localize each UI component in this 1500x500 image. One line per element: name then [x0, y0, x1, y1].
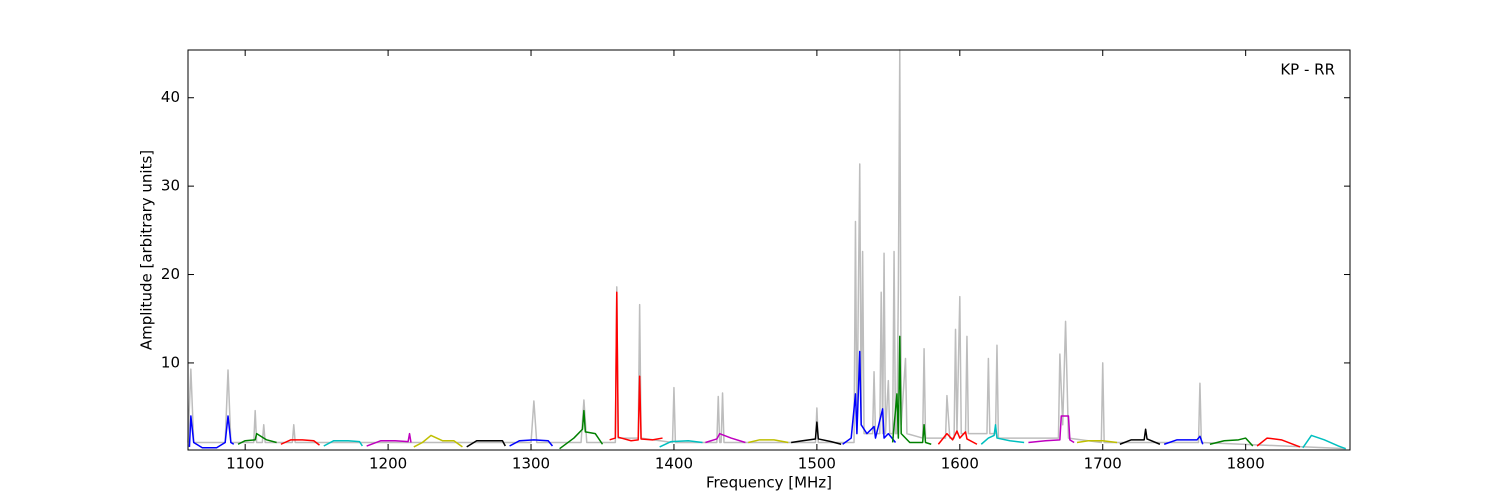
spectrum-line [748, 439, 789, 444]
spectrum-line [1302, 434, 1346, 450]
spectrum-line [466, 439, 506, 448]
spectrum-line [891, 335, 932, 445]
y-tick-label: 30 [161, 177, 180, 195]
spectrum-line [1119, 428, 1161, 445]
y-axis-label: Amplitude [arbitrary units] [138, 150, 156, 350]
spectrum-line [188, 415, 235, 449]
spectrum-line [842, 350, 897, 445]
x-axis-label: Frequency [MHz] [706, 474, 832, 492]
spectrum-line [1076, 439, 1118, 444]
spectrum-line [1163, 435, 1204, 445]
plot-area [188, 50, 1350, 450]
spectrum-line [366, 432, 412, 447]
spectrum-line [659, 439, 703, 448]
spectrum-line [937, 430, 978, 445]
x-tick-label: 1400 [655, 455, 693, 473]
spectrum-line [237, 432, 277, 445]
spectrum-line [980, 424, 1025, 445]
spectrum-line [559, 409, 604, 450]
spectrum-line [609, 291, 663, 442]
y-tick-label: 40 [161, 88, 180, 106]
annotation: KP - RR [1280, 61, 1335, 79]
x-tick-label: 1600 [941, 455, 979, 473]
spectrum-line [509, 439, 554, 447]
x-tick-label: 1200 [369, 455, 407, 473]
plot-frame [187, 49, 1351, 451]
spectrum-line [413, 434, 463, 448]
x-tick-label: 1800 [1227, 455, 1265, 473]
x-tick-label: 1300 [512, 455, 550, 473]
spectrum-line [1209, 437, 1254, 447]
spectrum-line [1028, 415, 1075, 444]
spectrum-line [323, 439, 363, 447]
spectrum-line [791, 421, 842, 445]
x-tick-label: 1700 [1084, 455, 1122, 473]
y-tick-label: 20 [161, 265, 180, 283]
x-tick-label: 1100 [226, 455, 264, 473]
spectrum-line [280, 439, 320, 446]
y-tick-label: 10 [161, 353, 180, 371]
spectrum-line [1256, 437, 1301, 448]
spectrum-line [705, 432, 746, 444]
x-tick-label: 1500 [798, 455, 836, 473]
